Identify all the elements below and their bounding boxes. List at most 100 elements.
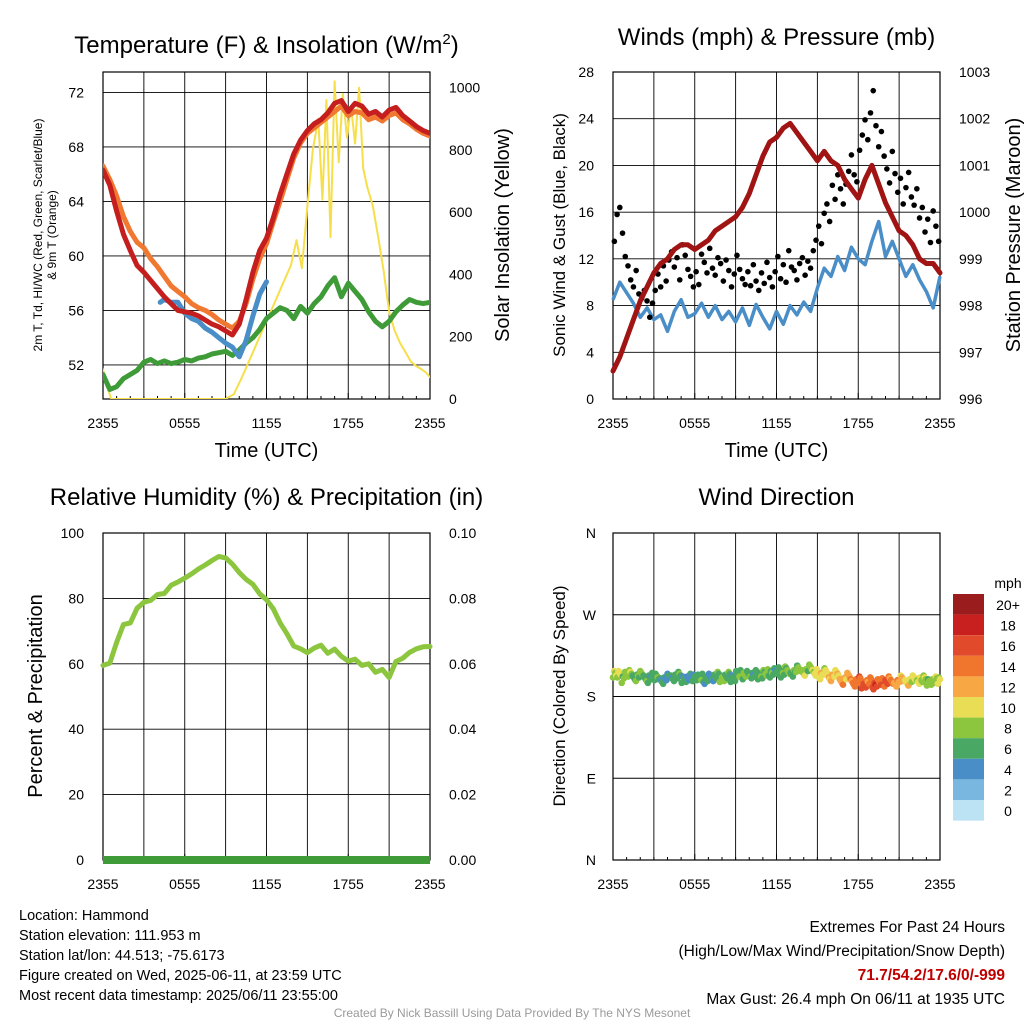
gust-point (736, 266, 743, 273)
colorbar-swatch (953, 738, 984, 759)
gust-point (687, 273, 694, 280)
gust-point (826, 218, 833, 225)
gust-point (734, 252, 740, 259)
gust-point (742, 281, 748, 288)
y2-tick-label: 600 (449, 204, 473, 220)
gust-point (840, 201, 847, 207)
chart-title-superscript: 2 (442, 31, 450, 48)
y2-tick-label: 1002 (959, 111, 990, 127)
y-tick-label: 68 (68, 139, 84, 155)
y2-tick-label: 1000 (959, 204, 990, 220)
gust-point (785, 247, 792, 254)
gust-point (810, 247, 817, 254)
series-relative-humidity (100, 554, 433, 680)
gust-point (791, 267, 798, 274)
gust-point (720, 278, 727, 284)
x-tick-label: 2355 (87, 415, 118, 431)
y-axis-title: Percent & Precipitation (25, 594, 47, 797)
y2-tick-label: 400 (449, 266, 473, 282)
y-tick-label: 56 (68, 302, 84, 318)
y2-tick-label: 200 (449, 329, 473, 345)
gust-point (777, 275, 784, 282)
y2-tick-label: 998 (959, 298, 983, 314)
gust-point (761, 280, 768, 287)
colorbar-label: 2 (1004, 782, 1012, 798)
direction-point (839, 681, 847, 688)
gust-point (930, 208, 936, 214)
gust-point (755, 287, 762, 294)
gust-point (775, 253, 781, 260)
gust-point (644, 298, 650, 304)
colorbar-label: 4 (1004, 762, 1012, 778)
gust-point (701, 259, 708, 266)
gust-point (706, 245, 713, 252)
x-tick-label: 2355 (924, 876, 955, 892)
gust-point (630, 284, 637, 290)
gust-point (848, 152, 855, 158)
gust-point (927, 239, 934, 246)
gust-point (837, 185, 844, 192)
gust-point (892, 170, 898, 177)
panel-2: 2355 0555 1155 1755 235504812162024289969979… (550, 24, 1024, 462)
x-tick-label: 2355 (414, 415, 445, 431)
y-tick-label: E (587, 770, 596, 786)
x-tick-label: 1755 (333, 415, 364, 431)
y2-tick-label: 0.02 (449, 787, 476, 803)
colorbar-label: 12 (1000, 679, 1016, 695)
credit-line: Created By Nick Bassill Using Data Provi… (333, 1006, 691, 1020)
series-9m-t (103, 103, 430, 331)
gust-point (802, 272, 808, 279)
y-tick-label: 100 (61, 525, 85, 541)
x-axis-title: Time (UTC) (215, 440, 319, 462)
gust-point (617, 204, 623, 211)
panel-4: 2355 0555 1155 1755 2355 Wind Direction N E S W N D… (550, 484, 956, 892)
colorbar-swatch (953, 655, 984, 677)
y-tick-label: 12 (578, 251, 594, 267)
y-tick-label: 52 (68, 357, 84, 373)
colorbar-swatch (953, 717, 984, 739)
gust-point (832, 196, 838, 203)
series-2m-t (103, 98, 430, 338)
gust-point (894, 189, 901, 196)
gust-point (619, 230, 626, 236)
chart-title: Temperature (F) & Insolation (W/m2) (74, 31, 458, 59)
gust-point (764, 259, 770, 266)
gust-point (935, 238, 942, 245)
colorbar-swatch (953, 676, 984, 697)
chart-title: Winds (mph) & Pressure (mb) (618, 24, 935, 51)
colorbar-swatch (953, 635, 984, 656)
y-tick-label: 72 (68, 84, 84, 100)
gust-point (881, 153, 887, 159)
gust-point (750, 261, 757, 268)
gust-point (715, 254, 721, 261)
colorbar-swatch (953, 594, 984, 615)
y-tick-label: 28 (578, 64, 594, 80)
direction-point (731, 677, 739, 685)
y2-tick-label: 1003 (959, 64, 990, 80)
gust-point (807, 265, 814, 272)
y-tick-label: 64 (68, 193, 84, 209)
colorbar-swatch (953, 758, 984, 780)
series-hi-wc (157, 279, 269, 360)
gust-point (690, 284, 697, 290)
gust-point (652, 287, 659, 294)
gust-point (873, 122, 879, 129)
recent-timestamp: Most recent data timestamp: 2025/06/11 2… (19, 988, 338, 1004)
gust-point (897, 175, 904, 182)
gust-point (821, 210, 827, 217)
series-station-pressure (610, 120, 943, 374)
gust-point (731, 271, 738, 277)
gust-point (696, 281, 702, 288)
gust-point (856, 147, 863, 154)
colorbar-label: 10 (1000, 700, 1016, 716)
y-tick-label: 4 (586, 344, 594, 360)
y-tick-label: 60 (68, 248, 84, 264)
gust-point (854, 178, 860, 185)
gust-point (796, 260, 803, 267)
gust-point (633, 267, 639, 274)
panel-1: 2355 0555 1155 1755 2355 52 56 60 64 68 72 0 200 400 6… (31, 31, 514, 462)
y-tick-label: 16 (578, 204, 594, 220)
gust-point (704, 270, 710, 276)
y-tick-label: 60 (68, 656, 84, 672)
y-tick-label: S (587, 689, 596, 705)
